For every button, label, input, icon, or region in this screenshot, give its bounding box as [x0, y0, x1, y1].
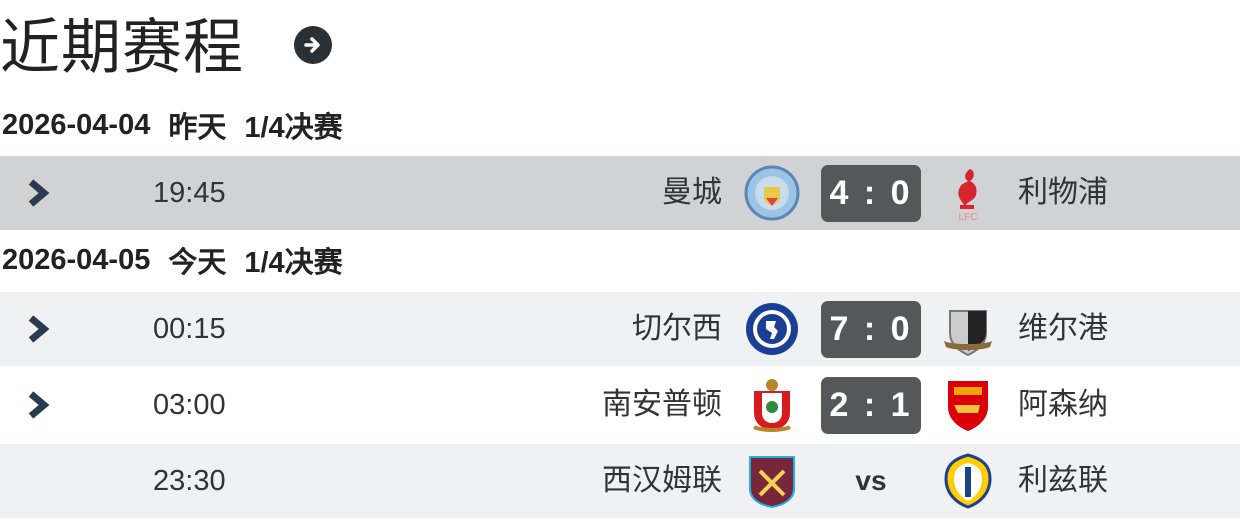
match-row[interactable]: 23:30 西汉姆联 vs 利兹联 — [0, 444, 1240, 518]
arsenal-logo-icon — [948, 381, 988, 431]
west-ham-logo-icon — [749, 456, 795, 509]
match-row[interactable]: 00:15 切尔西 7 : 0 维尔港 — [0, 292, 1240, 366]
southampton-logo-icon — [753, 379, 791, 432]
match-time: 03:00 — [153, 389, 226, 421]
date: 2026-04-05 — [2, 243, 151, 276]
page-title: 近期赛程 — [0, 12, 244, 83]
away-team[interactable]: 利兹联 — [1018, 463, 1108, 498]
day-label: 昨天 — [168, 112, 227, 144]
away-team[interactable]: 阿森纳 — [1018, 387, 1108, 422]
chevron-right-icon[interactable] — [26, 314, 52, 344]
home-team[interactable]: 西汉姆联 — [602, 463, 722, 498]
home-team[interactable]: 切尔西 — [632, 311, 722, 346]
home-team[interactable]: 南安普顿 — [602, 387, 722, 422]
liverpool-logo-icon: LFC — [958, 169, 978, 221]
day-label: 今天 — [168, 247, 227, 279]
round-label: 1/4决赛 — [244, 247, 343, 279]
date: 2026-04-04 — [2, 108, 151, 141]
chelsea-logo-icon — [746, 303, 798, 355]
chevron-right-icon[interactable] — [26, 390, 52, 420]
match-row[interactable]: 19:45 曼城 4 : 0 LFC 利物浦 — [0, 156, 1240, 230]
match-time: 19:45 — [153, 177, 226, 209]
vs-label: vs — [855, 465, 887, 496]
score-badge[interactable]: 4 : 0 — [821, 165, 921, 222]
man-city-logo-icon — [744, 165, 800, 221]
away-team[interactable]: 维尔港 — [1018, 311, 1108, 346]
arrow-right-circle-icon[interactable] — [294, 26, 332, 64]
score-badge[interactable]: 2 : 1 — [821, 377, 921, 434]
leeds-logo-icon — [944, 453, 992, 509]
round-label: 1/4决赛 — [244, 112, 343, 144]
score-badge[interactable]: 7 : 0 — [821, 301, 921, 358]
date-header: 2026-04-05 今天 1/4决赛 — [2, 240, 361, 280]
chevron-right-icon[interactable] — [26, 178, 52, 208]
match-row[interactable]: 03:00 南安普顿 2 : 1 阿森纳 — [0, 368, 1240, 442]
match-time: 23:30 — [153, 465, 226, 497]
away-team[interactable]: 利物浦 — [1018, 175, 1108, 210]
match-time: 00:15 — [153, 313, 226, 345]
date-header: 2026-04-04 昨天 1/4决赛 — [2, 105, 361, 145]
port-vale-logo-icon — [944, 310, 992, 357]
svg-text:LFC: LFC — [959, 212, 978, 221]
home-team[interactable]: 曼城 — [662, 175, 722, 210]
